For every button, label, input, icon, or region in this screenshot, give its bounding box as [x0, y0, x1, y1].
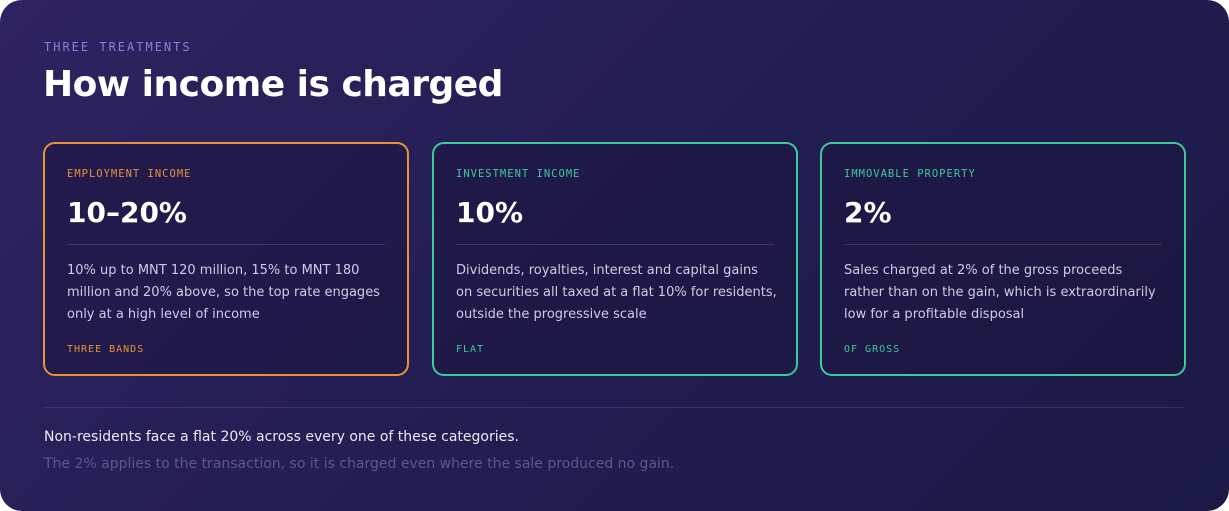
card: IMMOVABLE PROPERTY 2% Sales charged at 2… — [820, 142, 1186, 376]
separator — [456, 244, 774, 245]
card-label: IMMOVABLE PROPERTY — [844, 168, 976, 180]
footer-note: Non-residents face a flat 20% across eve… — [44, 429, 519, 445]
footer-subnote: The 2% applies to the transaction, so it… — [44, 456, 675, 472]
card-label: EMPLOYMENT INCOME — [67, 168, 192, 180]
card-rate: 10–20% — [67, 196, 187, 229]
card: INVESTMENT INCOME 10% Dividends, royalti… — [432, 142, 798, 376]
card-tag: OF GROSS — [844, 344, 901, 355]
card: EMPLOYMENT INCOME 10–20% 10% up to MNT 1… — [43, 142, 409, 376]
divider — [44, 407, 1185, 408]
card-description: Sales charged at 2% of the gross proceed… — [844, 263, 1156, 322]
eyebrow: THREE TREATMENTS — [44, 40, 192, 54]
card-rate: 10% — [456, 196, 524, 229]
title: How income is charged — [43, 64, 503, 105]
separator — [844, 244, 1162, 245]
card-label: INVESTMENT INCOME — [456, 168, 581, 180]
card-rate: 2% — [844, 196, 892, 229]
card-tag: THREE BANDS — [67, 344, 145, 355]
card-description: Dividends, royalties, interest and capit… — [456, 263, 777, 322]
separator — [67, 244, 385, 245]
card-description: 10% up to MNT 120 million, 15% to MNT 18… — [67, 263, 380, 322]
card-tag: FLAT — [456, 344, 485, 355]
